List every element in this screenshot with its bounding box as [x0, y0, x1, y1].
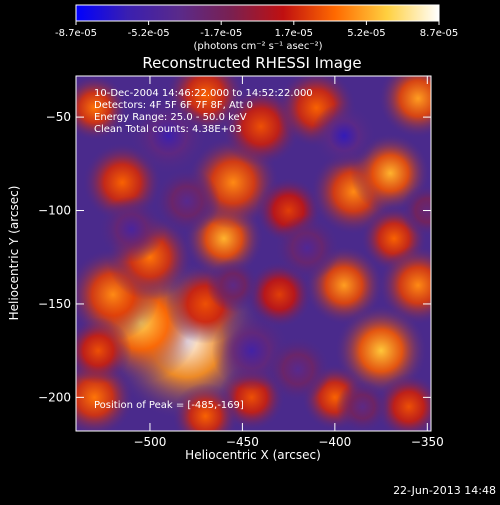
x-tick-label: −350 [411, 435, 444, 449]
annotation-line: Clean Total counts: 4.38E+03 [94, 124, 242, 135]
heatmap-dark-blob [335, 380, 390, 431]
chart-title: Reconstructed RHESSI Image [142, 54, 361, 72]
colorbar-tick-label: -1.7e-05 [200, 28, 242, 39]
colorbar-tick-label: 1.7e-05 [275, 28, 313, 39]
colorbar-tick-label: -8.7e-05 [55, 28, 97, 39]
annotation-block: 10-Dec-2004 14:46:22.000 to 14:52:22.000… [94, 88, 313, 135]
annotation-line: Detectors: 4F 5F 6F 7F 8F, Att 0 [94, 100, 253, 111]
colorbar-tick-label: 8.7e-05 [420, 28, 458, 39]
colorbar-tick-label: -5.2e-05 [128, 28, 170, 39]
heatmap-dark-blob [264, 336, 332, 403]
heatmap-dark-blob [128, 95, 209, 176]
heatmap-dark-blob [310, 102, 378, 170]
heatmap-bright-blob [172, 382, 239, 431]
heatmap-bright-blob [375, 373, 431, 431]
heatmap-area [76, 76, 431, 431]
x-axis-label: Heliocentric X (arcsec) [185, 448, 321, 462]
heatmap-dark-blob [400, 183, 431, 238]
heatmap-dark-blob [273, 214, 341, 282]
annotation-line: Energy Range: 25.0 - 50.0 keV [94, 112, 247, 123]
heatmap-bright-blob [76, 317, 132, 384]
heatmap-blobs [76, 76, 431, 431]
plot-frame [75, 75, 432, 432]
annotation-line: 10-Dec-2004 14:46:22.000 to 14:52:22.000 [94, 88, 313, 99]
colorbar-tick-label: 5.2e-05 [347, 28, 385, 39]
axis-ticks: −500 −450 −400 −350 −50 −100 −150 −200 [38, 76, 444, 449]
peak-position-label: Position of Peak = [-485,-169] [94, 400, 244, 411]
y-tick-label: −150 [38, 297, 71, 311]
heatmap-dark-blob [153, 167, 221, 235]
colorbar-units-label: (photons cm⁻² s⁻¹ asec⁻²) [193, 41, 322, 52]
y-tick-label: −200 [38, 390, 71, 404]
colorbar-ticks: -8.7e-05 -5.2e-05 -1.7e-05 1.7e-05 5.2e-05 8.… [55, 21, 458, 39]
x-tick-label: −500 [133, 435, 166, 449]
y-tick-label: −50 [46, 110, 71, 124]
colorbar [75, 4, 440, 22]
footer-timestamp: 22-Jun-2013 14:48 [393, 484, 496, 497]
y-tick-label: −100 [38, 204, 71, 218]
heatmap-dark-blob [98, 195, 165, 263]
y-axis-label: Heliocentric Y (arcsec) [7, 186, 21, 321]
heatmap-dark-blob [206, 258, 260, 312]
heatmap-bright-blob [378, 76, 431, 139]
heatmap-bright-blob [76, 76, 128, 142]
x-tick-label: −400 [318, 435, 351, 449]
x-tick-label: −450 [226, 435, 259, 449]
